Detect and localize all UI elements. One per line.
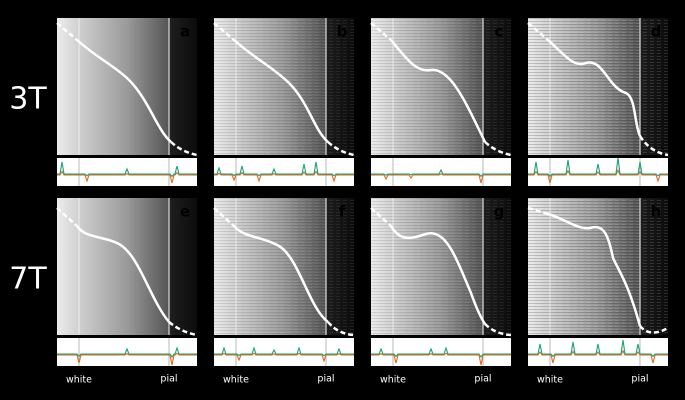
strip-bg (57, 158, 197, 186)
derivative-strip (371, 158, 511, 186)
curve-extrapolated (527, 22, 549, 41)
orange-trace (57, 352, 197, 366)
row-label: 3T (9, 82, 47, 117)
green-trace (528, 339, 668, 358)
derivative-strip (214, 158, 354, 186)
curve (75, 225, 170, 323)
axis-label: pial (317, 374, 334, 385)
panel-letter: d (651, 23, 662, 41)
orange-trace (371, 352, 511, 366)
panel-letter: e (180, 203, 190, 221)
panel: a (56, 18, 198, 186)
axis-label: white (380, 375, 406, 386)
axis-label: white (66, 375, 92, 386)
row-label: 7T (9, 262, 47, 297)
curve (390, 39, 487, 143)
panel: d (527, 18, 669, 186)
profile-image (57, 18, 197, 155)
panel-letter: h (651, 203, 662, 221)
axis-label: white (223, 375, 249, 386)
panel: g (370, 198, 512, 366)
curve-extrapolated (213, 22, 235, 41)
orange-trace (371, 173, 511, 184)
curve-extrapolated (638, 135, 669, 157)
curve (547, 39, 642, 137)
panel: b (213, 18, 355, 186)
curve-extrapolated (327, 321, 355, 337)
curve-extrapolated (370, 207, 392, 227)
curve (547, 212, 642, 327)
green-trace (528, 157, 668, 178)
panel-letter: f (339, 203, 346, 221)
panel-letter: g (494, 203, 505, 221)
derivative-strip (214, 338, 354, 366)
panel: h (527, 198, 669, 366)
curve-extrapolated (170, 141, 198, 157)
texture (528, 198, 668, 335)
green-trace (57, 346, 197, 358)
curve (389, 225, 487, 325)
curve-extrapolated (168, 321, 198, 337)
curve-extrapolated (327, 141, 355, 157)
curve (233, 39, 329, 143)
axis-label: pial (160, 374, 177, 385)
axis-label: pial (474, 374, 491, 385)
panel-letter: a (180, 23, 190, 41)
green-trace (214, 346, 354, 357)
curve (76, 39, 172, 143)
green-trace (371, 346, 511, 358)
axis-label: pial (631, 374, 648, 385)
derivative-strip (528, 157, 668, 186)
orange-trace (214, 352, 354, 363)
texture (214, 18, 354, 155)
curve-extrapolated (370, 22, 392, 41)
curve-extrapolated (527, 206, 549, 216)
curve-extrapolated (484, 141, 512, 157)
curve (233, 225, 329, 324)
orange-trace (57, 170, 197, 184)
profile-image (57, 198, 197, 335)
derivative-strip (528, 338, 668, 366)
strip-bg (214, 158, 354, 186)
axis-label: white (537, 375, 563, 386)
derivative-strip (57, 338, 197, 366)
derivative-strip (371, 338, 511, 366)
panel: e (56, 198, 198, 366)
texture (371, 198, 511, 335)
strip-bg (371, 158, 511, 186)
curve-extrapolated (56, 207, 78, 227)
texture (371, 18, 511, 155)
texture (214, 198, 354, 335)
strip-bg (371, 338, 511, 366)
panel: c (370, 18, 512, 186)
derivative-strip (57, 158, 197, 186)
texture (528, 18, 668, 155)
panel: f (213, 198, 355, 366)
strip-bg (57, 338, 197, 366)
panel-letter: c (495, 23, 504, 41)
curve-extrapolated (484, 323, 512, 337)
strip-bg (214, 338, 354, 366)
green-trace (214, 161, 354, 177)
curve-extrapolated (213, 207, 235, 227)
panel-letter: b (337, 23, 348, 41)
curve-extrapolated (56, 22, 78, 41)
curve-extrapolated (639, 325, 669, 334)
orange-trace (528, 168, 668, 184)
green-trace (57, 161, 197, 178)
orange-trace (528, 349, 668, 364)
green-trace (371, 168, 511, 178)
